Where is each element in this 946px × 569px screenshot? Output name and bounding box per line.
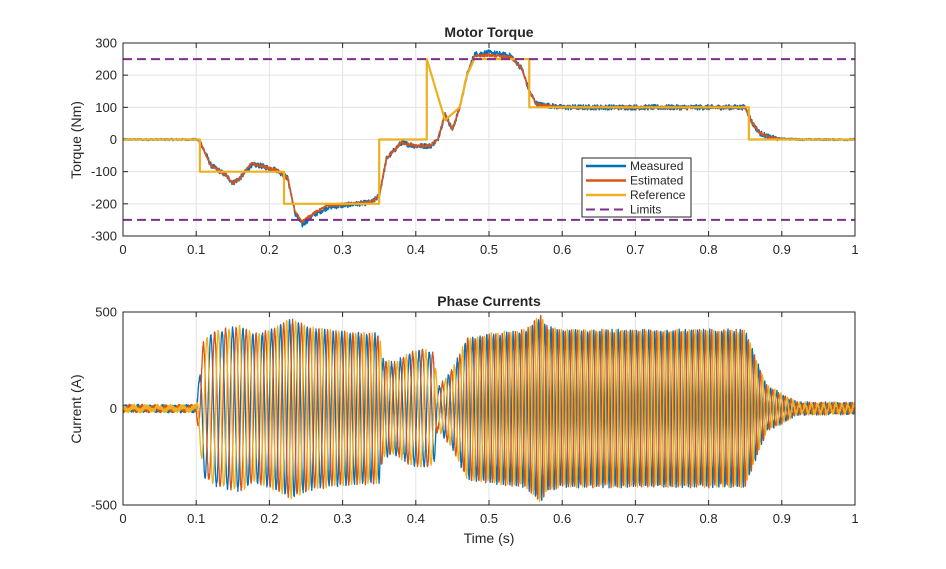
y-tick-label: 200 <box>95 68 117 83</box>
series-phase-c-line <box>123 317 855 503</box>
x-tick-label: 0.6 <box>553 242 571 257</box>
y-tick-label: -100 <box>91 164 117 179</box>
x-tick-label: 0.1 <box>187 242 205 257</box>
y-tick-label: -300 <box>91 229 117 244</box>
currents-title: Phase Currents <box>437 293 541 309</box>
x-tick-label: 0.7 <box>626 511 644 526</box>
x-tick-label: 1 <box>851 242 858 257</box>
y-tick-label: 100 <box>95 100 117 115</box>
y-tick-label: -200 <box>91 196 117 211</box>
legend-label-reference: Reference <box>630 188 686 202</box>
legend-label-limits: Limits <box>630 203 661 217</box>
currents-ylabel: Current (A) <box>68 374 84 443</box>
x-tick-label: 0.9 <box>773 242 791 257</box>
torque-plot-area <box>123 49 855 228</box>
y-tick-label: -500 <box>91 498 117 513</box>
torque-series-group <box>123 49 855 228</box>
torque-title: Motor Torque <box>444 24 533 40</box>
currents-axes-box <box>122 311 856 506</box>
x-tick-label: 0.2 <box>260 242 278 257</box>
currents-xlabel: Time (s) <box>464 530 515 546</box>
series-reference-line <box>123 57 855 205</box>
x-tick-label: 0.5 <box>480 511 498 526</box>
x-tick-label: 0.4 <box>407 242 425 257</box>
y-tick-label: 0 <box>110 401 117 416</box>
x-tick-label: 0.5 <box>480 242 498 257</box>
x-tick-label: 0.6 <box>553 511 571 526</box>
x-tick-label: 0.3 <box>334 242 352 257</box>
x-tick-label: 0 <box>119 511 126 526</box>
currents-series-group <box>123 314 855 503</box>
x-tick-label: 0.7 <box>626 242 644 257</box>
x-tick-label: 0.2 <box>260 511 278 526</box>
y-tick-label: 500 <box>95 305 117 320</box>
torque-ylabel: Torque (Nm) <box>68 101 84 179</box>
x-tick-label: 0.9 <box>773 511 791 526</box>
y-tick-label: 0 <box>110 132 117 147</box>
x-tick-label: 0.8 <box>700 511 718 526</box>
y-tick-label: 300 <box>95 36 117 51</box>
series-phase-b-line <box>123 314 855 500</box>
x-tick-label: 0.4 <box>407 511 425 526</box>
x-tick-label: 1 <box>851 511 858 526</box>
x-tick-label: 0.3 <box>334 511 352 526</box>
x-tick-label: 0.1 <box>187 511 205 526</box>
currents-plot-area <box>123 314 855 503</box>
currents-axes: Phase Currents Current (A) Time (s) 0 0.1… <box>68 293 859 546</box>
torque-axes: Motor Torque Torque (Nm) 0 0.1 0.2 0.3 0.4 0.… <box>68 24 859 257</box>
legend-label-measured: Measured <box>630 159 683 173</box>
torque-axes-box <box>122 42 856 237</box>
x-tick-label: 0 <box>119 242 126 257</box>
legend-box <box>581 157 692 218</box>
x-tick-label: 0.8 <box>700 242 718 257</box>
legend-label-estimated: Estimated <box>630 174 683 188</box>
